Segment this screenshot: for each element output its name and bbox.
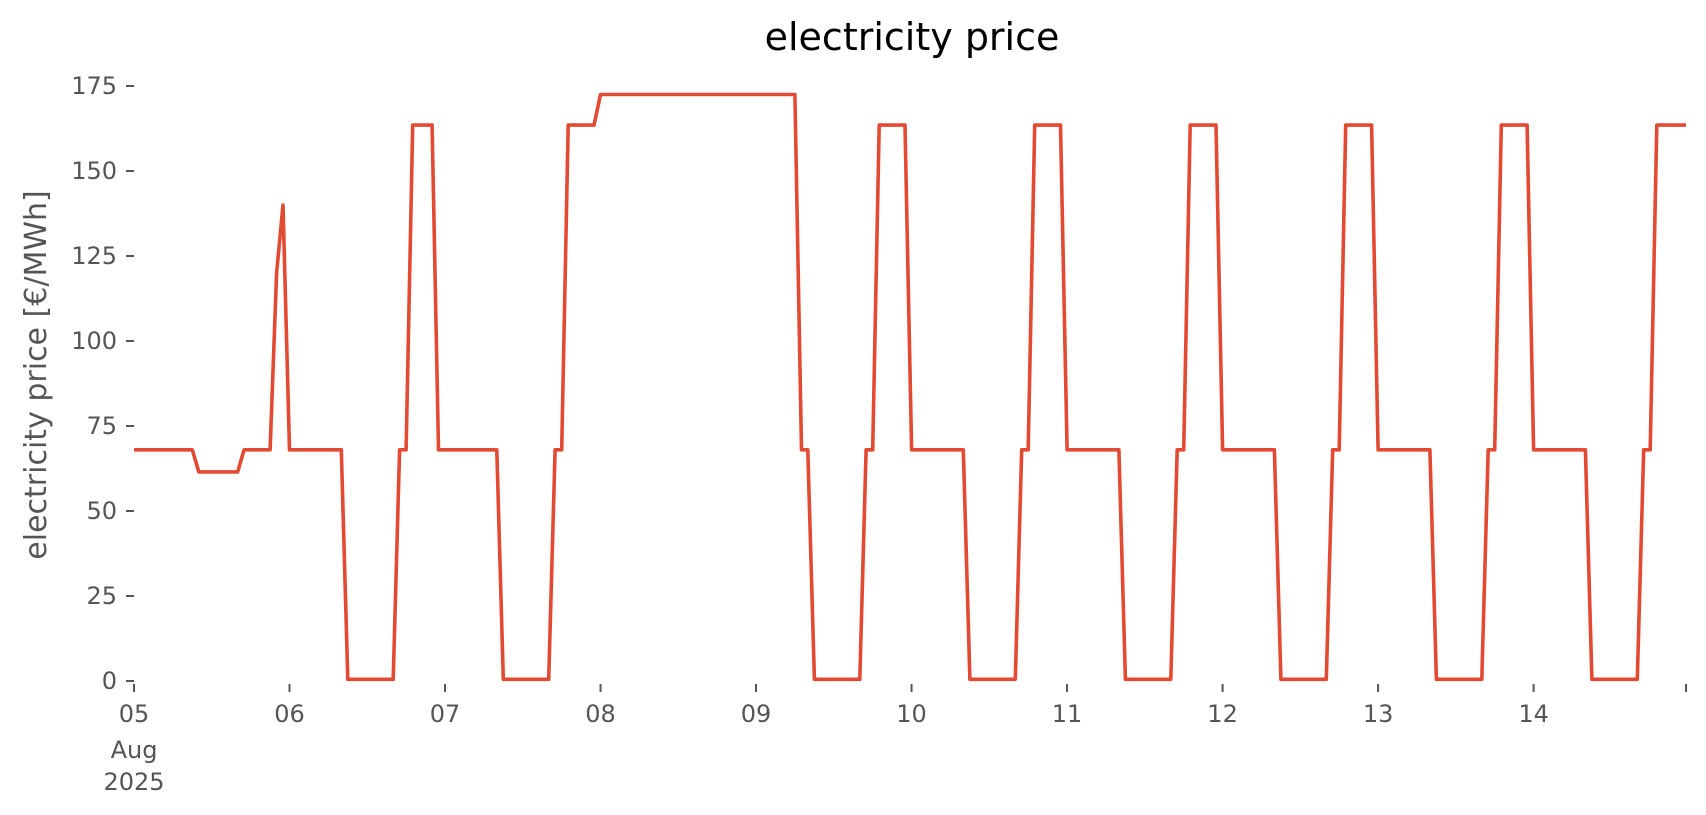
x-tick-label: 11 bbox=[1052, 700, 1083, 728]
y-tick-label: 0 bbox=[102, 667, 117, 695]
y-axis: 0 25 50 75 100 125 150 175 bbox=[71, 72, 134, 695]
y-tick-label: 150 bbox=[71, 157, 117, 185]
chart-title: electricity price bbox=[765, 15, 1060, 59]
y-tick-label: 100 bbox=[71, 327, 117, 355]
x-tick-label: 10 bbox=[896, 700, 927, 728]
series-group bbox=[134, 92, 1686, 682]
x-tick-label: 12 bbox=[1207, 700, 1238, 728]
y-tick-label: 25 bbox=[86, 582, 117, 610]
x-tick-label: 14 bbox=[1518, 700, 1549, 728]
y-tick-label: 50 bbox=[86, 497, 117, 525]
x-tick-label: 08 bbox=[585, 700, 616, 728]
x-tick-label: 07 bbox=[430, 700, 461, 728]
x-tick-label: 06 bbox=[274, 700, 305, 728]
x-axis: 05 06 07 08 09 10 11 12 13 14 Aug 2025 bbox=[103, 684, 1687, 796]
price-series-line bbox=[134, 92, 1686, 682]
y-tick-label: 175 bbox=[71, 72, 117, 100]
x-tick-date-label: Aug bbox=[111, 736, 158, 764]
x-tick-label: 09 bbox=[741, 700, 772, 728]
x-tick-date-label: 2025 bbox=[103, 768, 164, 796]
x-tick-label: 13 bbox=[1363, 700, 1394, 728]
x-tick-label: 05 bbox=[119, 700, 150, 728]
y-axis-label: electricity price [€/MWh] bbox=[19, 190, 54, 559]
y-tick-label: 125 bbox=[71, 242, 117, 270]
y-tick-label: 75 bbox=[86, 412, 117, 440]
